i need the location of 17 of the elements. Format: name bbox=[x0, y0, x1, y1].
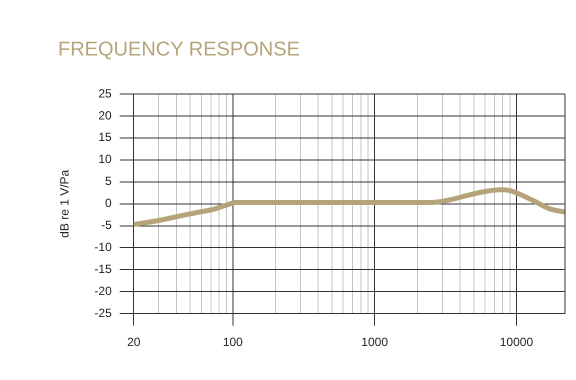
y-tick-label: -15 bbox=[94, 262, 112, 276]
y-tick-label: 20 bbox=[98, 108, 112, 122]
x-tick-label: 10000 bbox=[500, 335, 534, 350]
x-tick-label: 1000 bbox=[361, 335, 388, 350]
y-axis-title: dB re 1 V/Pa bbox=[58, 169, 72, 238]
y-tick-label: 10 bbox=[98, 152, 112, 166]
y-tick-label: 0 bbox=[105, 196, 112, 210]
x-tick-label: 100 bbox=[222, 335, 244, 350]
x-tick-label: 20 bbox=[127, 335, 141, 350]
y-tick-label: -25 bbox=[94, 306, 112, 320]
y-tick-label: 15 bbox=[98, 130, 112, 144]
chart-title: FREQUENCY RESPONSE bbox=[58, 38, 300, 61]
y-tick-label: 25 bbox=[98, 86, 112, 100]
y-tick-label: -10 bbox=[94, 240, 112, 254]
y-tick-label: -20 bbox=[94, 284, 112, 298]
y-tick-label: 5 bbox=[105, 174, 112, 188]
y-tick-label: -5 bbox=[101, 218, 112, 232]
